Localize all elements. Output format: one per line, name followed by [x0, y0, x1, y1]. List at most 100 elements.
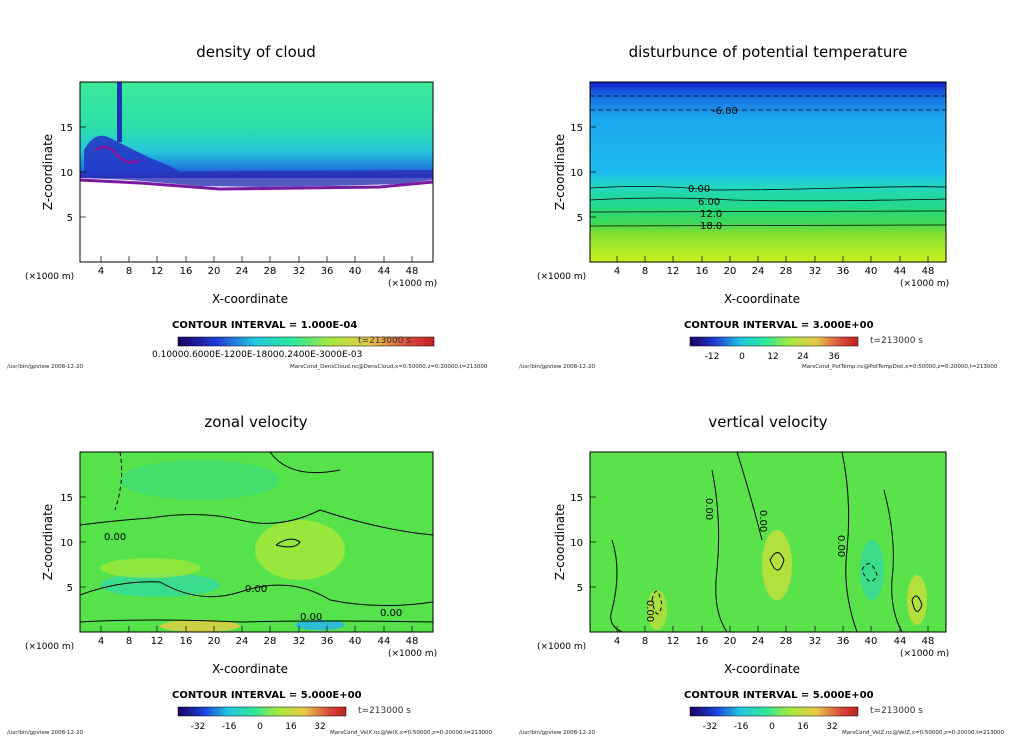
y-tick-label: 15 [570, 493, 583, 504]
chart-svg: -6.00 0.00 6.00 12.0 18.0 4 8 12 16 20 2… [553, 81, 947, 362]
x-tick-label: 48 [922, 266, 935, 277]
x-tick-label: 28 [264, 266, 277, 277]
contour-lines [79, 451, 434, 623]
time-label: t=213000 s [870, 706, 923, 716]
y-axis-label: Z-coordinate [41, 134, 55, 210]
contour-interval: CONTOUR INTERVAL = 1.000E-04 [172, 320, 358, 331]
x-unit-right: (×1000 m) [388, 279, 438, 289]
contour-labels: 0.00 0.00 0.00 0.00 [644, 498, 846, 622]
contour-labels: -6.00 0.00 6.00 12.0 18.0 [688, 106, 738, 232]
x-tick-label: 32 [809, 636, 822, 647]
colorbar [177, 706, 347, 717]
x-tick-label: 24 [236, 266, 249, 277]
field-region [100, 558, 200, 578]
y-axis-label: Z-coordinate [553, 134, 567, 210]
colorbar-tick-label: 16 [285, 722, 297, 732]
x-tick-label: 36 [321, 636, 334, 647]
contour-label: 6.00 [698, 197, 720, 208]
x-tick-label: 24 [752, 636, 765, 647]
x-tick-label: 32 [293, 266, 306, 277]
cloud-base [80, 170, 433, 187]
x-tick-label: 44 [378, 266, 391, 277]
x-tick-label: 40 [349, 266, 362, 277]
y-tick-label: 15 [60, 123, 73, 134]
contour-interval: CONTOUR INTERVAL = 5.000E+00 [684, 690, 874, 701]
chart-svg: 0.00 0.00 0.00 0.00 4 8 12 16 20 24 28 3… [41, 451, 434, 732]
contour-label: 0.00 [245, 584, 267, 595]
plot-area [590, 82, 946, 262]
field-region [255, 520, 345, 580]
x-unit-left: (×1000 m) [25, 272, 75, 282]
colorbar-tick-label: -32 [191, 722, 206, 732]
x-tick-label: 28 [780, 266, 793, 277]
colorbar-tick-label: 32 [314, 722, 325, 732]
x-tick-label: 32 [293, 636, 306, 647]
field-region [160, 620, 240, 632]
x-tick-label: 36 [321, 266, 334, 277]
x-axis-label: X-coordinate [212, 292, 288, 306]
x-tick-label: 24 [752, 266, 765, 277]
colorbar-tick-label: -16 [734, 722, 749, 732]
x-tick-label: 4 [614, 266, 620, 277]
x-unit-left: (×1000 m) [537, 642, 587, 652]
chart-svg: 4 8 12 16 20 24 28 32 36 40 44 48 5 10 1… [41, 81, 435, 347]
x-unit-right: (×1000 m) [900, 279, 950, 289]
footer-left: /usr/bin/gpview 2008-12-20 [7, 730, 84, 736]
x-tick-label: 16 [180, 636, 193, 647]
contour-label: 0.00 [380, 608, 402, 619]
x-tick-label: 12 [151, 266, 164, 277]
footer-left: /usr/bin/gpview 2008-12-20 [7, 364, 84, 370]
y-tick-label: 5 [577, 583, 583, 594]
x-tick-label: 44 [894, 266, 907, 277]
contour-labels: 0.00 0.00 0.00 0.00 [104, 532, 402, 623]
colorbar-tick-label: 0 [739, 352, 745, 362]
x-tick-label: 20 [208, 636, 221, 647]
colorbar-tick-label: 0 [257, 722, 263, 732]
cloud-plume [117, 82, 122, 142]
x-tick-label: 16 [696, 636, 709, 647]
field-region [100, 573, 220, 597]
x-ticks [80, 496, 413, 632]
contour-label: 0.00 [300, 612, 322, 623]
field-region [762, 530, 792, 600]
x-tick-label: 48 [922, 636, 935, 647]
colorbar-tick-label: 36 [828, 352, 840, 362]
contour-label: 0.00 [688, 184, 710, 195]
cloud-turbulence [84, 135, 180, 176]
contour-lines [610, 451, 923, 633]
x-tick-label: 32 [809, 266, 822, 277]
cloud-turbulence-edge [94, 145, 141, 164]
x-tick-label: 36 [837, 266, 850, 277]
colorbar-tick-label: -32 [703, 722, 718, 732]
contour-interval: CONTOUR INTERVAL = 5.000E+00 [172, 690, 362, 701]
tick-labels: 4 8 12 16 20 24 28 32 36 40 44 48 5 10 1… [553, 123, 934, 277]
x-tick-label: 4 [614, 636, 620, 647]
colorbar-ticks: -12 0 12 24 36 [705, 352, 840, 362]
x-tick-label: 20 [724, 636, 737, 647]
contour-label: 18.0 [700, 221, 722, 232]
x-unit-right: (×1000 m) [388, 649, 438, 659]
x-axis-label: X-coordinate [724, 662, 800, 676]
x-ticks [590, 496, 929, 632]
y-tick-label: 5 [67, 583, 73, 594]
time-label: t=213000 s [358, 336, 411, 346]
colorbar-tick-label: 12 [767, 352, 778, 362]
colorbar-tick-label: -16 [222, 722, 237, 732]
field-region [295, 620, 345, 630]
panel-density-of-cloud: density of cloud [0, 0, 512, 370]
chart-title: vertical velocity [708, 413, 828, 431]
chart-title: density of cloud [196, 43, 316, 61]
y-tick-label: 10 [60, 168, 73, 179]
footer-right: MarsCond_DensCloud.nc@DensCloud,x=0:5000… [290, 364, 488, 370]
colorbar [689, 706, 859, 717]
x-tick-label: 16 [696, 266, 709, 277]
x-tick-label: 20 [208, 266, 221, 277]
x-tick-label: 36 [837, 636, 850, 647]
panel-potential-temperature: disturbunce of potential temperature [512, 0, 1024, 370]
x-unit-left: (×1000 m) [25, 642, 75, 652]
chart-title: disturbunce of potential temperature [628, 43, 908, 61]
colorbar-ticks: -32 -16 0 16 32 [703, 722, 838, 732]
contour-label: -6.00 [712, 106, 738, 117]
x-tick-label: 24 [236, 636, 249, 647]
x-tick-label: 4 [98, 266, 104, 277]
